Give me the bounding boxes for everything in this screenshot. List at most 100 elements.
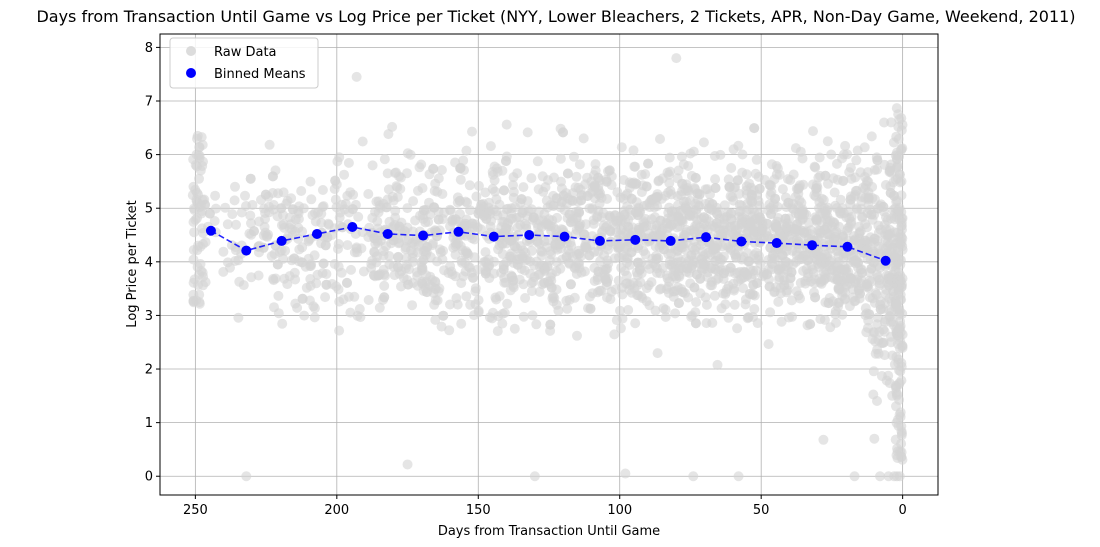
raw-data-point: [306, 194, 317, 205]
raw-data-point: [682, 263, 693, 274]
raw-data-point: [309, 303, 320, 314]
raw-data-point: [347, 204, 358, 215]
raw-data-point: [290, 298, 301, 309]
raw-data-point: [743, 312, 754, 323]
raw-data-point: [356, 243, 367, 254]
raw-data-point: [539, 277, 550, 288]
raw-data-point: [811, 183, 822, 194]
raw-data-point: [455, 174, 466, 185]
raw-data-point: [465, 299, 476, 310]
raw-data-point: [664, 152, 675, 163]
raw-data-point: [480, 268, 491, 279]
raw-data-point: [602, 193, 612, 204]
raw-data-point: [267, 171, 278, 182]
raw-data-point: [623, 305, 634, 315]
raw-data-point: [419, 205, 429, 216]
raw-data-point: [644, 264, 655, 274]
binned-mean-point: [453, 226, 464, 237]
raw-data-point: [501, 156, 511, 166]
y-axis-label: Log Price per Ticket: [125, 200, 140, 327]
x-tick-label: 0: [898, 503, 906, 518]
raw-data-point: [894, 365, 905, 376]
raw-data-point: [827, 264, 838, 275]
raw-data-point: [309, 250, 320, 261]
raw-data-point: [636, 291, 647, 302]
raw-data-point: [497, 165, 508, 176]
raw-data-point: [468, 272, 478, 283]
raw-data-point: [471, 191, 482, 202]
raw-data-point: [247, 200, 258, 210]
raw-data-point: [525, 256, 536, 267]
raw-data-point: [850, 295, 861, 306]
raw-data-outlier: [241, 471, 252, 482]
raw-data-point: [191, 295, 202, 306]
raw-data-point: [866, 209, 877, 220]
raw-data-point: [849, 235, 860, 246]
raw-data-point: [305, 176, 316, 187]
legend-box: [169, 37, 319, 89]
raw-data-point: [698, 137, 709, 148]
raw-data-point: [676, 151, 687, 162]
raw-data-point: [858, 247, 869, 258]
raw-data-point: [387, 191, 398, 202]
raw-data-point: [711, 218, 722, 229]
raw-data-point: [548, 291, 559, 302]
raw-data-point: [574, 248, 585, 259]
y-tick-label: 3: [145, 309, 153, 324]
raw-data-point: [431, 227, 442, 238]
raw-data-point: [751, 154, 762, 165]
raw-data-point: [438, 245, 448, 256]
raw-data-point: [522, 127, 533, 138]
raw-data-point: [379, 154, 390, 165]
raw-data-point: [616, 142, 627, 153]
raw-data-point: [895, 275, 905, 286]
raw-data-point: [605, 236, 616, 247]
raw-data-point: [367, 160, 378, 171]
raw-data-point: [783, 174, 793, 185]
raw-data-point: [857, 267, 868, 278]
raw-data-point: [393, 262, 403, 273]
raw-data-point: [822, 136, 833, 147]
raw-data-point: [188, 277, 199, 288]
raw-data-point: [578, 133, 589, 144]
raw-data-point: [546, 249, 556, 260]
raw-data-point: [343, 157, 354, 168]
raw-data-point: [569, 151, 579, 162]
raw-data-point: [634, 224, 645, 235]
raw-data-point: [640, 249, 651, 260]
raw-data-point: [297, 293, 308, 304]
raw-data-point: [793, 183, 804, 194]
raw-data-point: [188, 254, 199, 265]
raw-data-point: [313, 207, 324, 218]
raw-data-point: [245, 210, 256, 221]
raw-data-point: [489, 161, 500, 172]
raw-data-point: [320, 292, 331, 303]
raw-data-point: [574, 159, 585, 170]
raw-data-point: [773, 296, 784, 307]
raw-data-point: [879, 326, 890, 337]
raw-data-point: [189, 227, 200, 238]
raw-data-point: [690, 318, 701, 329]
raw-data-point: [658, 244, 669, 255]
raw-data-point: [723, 174, 734, 185]
raw-data-point: [880, 180, 891, 190]
raw-data-point: [497, 308, 508, 319]
raw-data-point: [775, 288, 786, 299]
raw-data-point: [819, 314, 830, 325]
raw-data-point: [461, 145, 472, 156]
raw-data-point: [814, 152, 825, 163]
raw-data-point: [571, 171, 582, 182]
raw-data-point: [864, 309, 875, 320]
raw-data-point: [277, 318, 288, 329]
raw-data-point: [838, 208, 849, 219]
raw-data-outlier: [351, 71, 362, 82]
raw-data-point: [363, 295, 374, 305]
binned-mean-point: [665, 235, 676, 246]
raw-data-point: [628, 145, 639, 156]
raw-data-point: [894, 214, 905, 225]
raw-data-point: [894, 322, 905, 333]
raw-data-point: [345, 187, 356, 198]
binned-mean-point: [488, 231, 499, 242]
raw-data-point: [450, 214, 461, 225]
raw-data-point: [742, 248, 753, 259]
